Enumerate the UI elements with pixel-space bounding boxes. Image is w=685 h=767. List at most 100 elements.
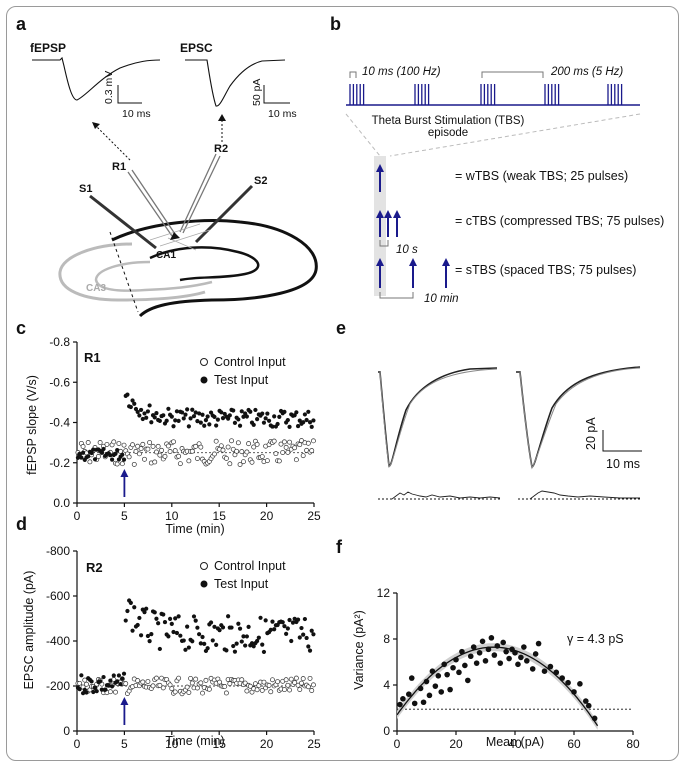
- legend-d-test-marker: [200, 580, 208, 588]
- f-x-tick-label: 80: [626, 737, 640, 751]
- epsc-scalebar: [263, 85, 290, 104]
- d-y-tick-label: -800: [46, 544, 70, 558]
- d-control-point: [247, 683, 253, 689]
- legend-d-test: Test Input: [214, 577, 269, 591]
- d-control-point: [297, 687, 303, 692]
- f-y-tick-label: 8: [383, 632, 390, 646]
- c-y-tick-label: -0.8: [49, 335, 70, 349]
- r1-label: R1: [112, 161, 126, 173]
- c-test-point: [120, 452, 125, 457]
- s1-label: S1: [79, 183, 92, 195]
- fepsp-title: fEPSP: [30, 41, 66, 55]
- c-control-point: [235, 440, 241, 446]
- c-control-point: [177, 461, 183, 467]
- c-control-point: [305, 440, 311, 446]
- c-control-point: [246, 441, 252, 447]
- f-data-point: [547, 663, 554, 670]
- d-x-tick-label: 0: [74, 737, 81, 751]
- c-test-point: [260, 411, 265, 416]
- d-test-point: [246, 624, 251, 629]
- d-control-point: [254, 687, 260, 693]
- c-control-point: [241, 459, 246, 465]
- stim-arrow-head: [376, 258, 384, 266]
- f-x-tick-label: 20: [449, 737, 463, 751]
- d-test-point: [220, 625, 226, 630]
- c-control-point: [285, 449, 291, 455]
- d-test-point: [224, 648, 229, 653]
- f-data-point: [417, 685, 424, 692]
- fepsp-scalebar-y: 0.3 mV: [103, 71, 115, 104]
- residual-right: [529, 490, 640, 500]
- d-test-point: [186, 645, 191, 650]
- tbs-title: Theta Burst Stimulation (TBS): [372, 115, 525, 127]
- d-test-point: [132, 605, 137, 610]
- d-test-point: [157, 646, 162, 652]
- fepsp-scalebar: [117, 85, 142, 104]
- c-test-point: [239, 409, 244, 414]
- f-data-point: [400, 696, 406, 702]
- d-test-point: [152, 610, 157, 615]
- c-control-point: [227, 461, 233, 467]
- burst-interval: 10 ms (100 Hz): [362, 66, 441, 78]
- c-test-point: [138, 407, 144, 413]
- c-test-point: [261, 420, 267, 425]
- f-data-point: [459, 648, 465, 655]
- c-control-point: [234, 448, 240, 454]
- c-control-point: [254, 441, 260, 447]
- f-data-point: [512, 650, 518, 656]
- d-test-point: [79, 673, 84, 678]
- f-data-point: [411, 700, 418, 707]
- ca1-marker: [170, 232, 180, 240]
- d-control-point: [135, 678, 141, 684]
- d-test-point: [92, 685, 98, 690]
- c-test-point: [202, 423, 207, 428]
- c-control-point: [176, 453, 182, 459]
- epsc-trace: [185, 59, 286, 107]
- c-control-point: [130, 442, 136, 448]
- hippocampus-inner: [149, 246, 260, 282]
- d-test-point: [142, 609, 147, 615]
- c-test-point: [275, 421, 280, 427]
- d-test-point: [106, 683, 111, 688]
- f-data-point: [565, 679, 571, 686]
- d-control-point: [145, 679, 151, 684]
- c-control-point: [116, 441, 122, 446]
- d-test-point: [261, 649, 267, 655]
- f-data-point: [432, 683, 439, 689]
- ca3-label: CA3: [86, 283, 106, 294]
- d-test-point: [161, 612, 166, 617]
- f-y-tick-label: 4: [383, 678, 390, 692]
- d-test-point: [195, 625, 200, 630]
- f-data-point: [450, 664, 456, 671]
- c-control-point: [138, 446, 144, 452]
- r1-arrowhead: [92, 122, 100, 129]
- chart-c-xlabel: Time (min): [165, 522, 224, 536]
- d-test-point: [162, 619, 168, 625]
- c-test-point: [188, 416, 193, 421]
- c-control-point: [142, 456, 147, 462]
- f-data-point: [467, 653, 474, 660]
- d-control-point: [283, 677, 289, 683]
- d-control-point: [140, 679, 146, 685]
- d-test-point: [237, 626, 243, 631]
- d-test-point: [285, 626, 290, 631]
- d-test-point: [260, 642, 265, 647]
- d-test-point: [243, 643, 248, 648]
- c-test-point: [197, 411, 202, 416]
- c-x-tick-label: 15: [213, 509, 227, 523]
- d-test-point: [130, 628, 135, 633]
- c-test-point: [101, 446, 106, 452]
- c-control-point: [189, 448, 195, 454]
- d-test-point: [297, 635, 302, 640]
- zoom-line-right: [389, 113, 641, 157]
- protocol-stbs: = sTBS (spaced TBS; 75 pulses): [455, 263, 636, 277]
- chart-c-title: R1: [84, 350, 101, 365]
- d-test-point: [198, 641, 203, 646]
- d-control-point: [285, 682, 291, 688]
- c-control-point: [150, 443, 156, 449]
- f-data-point: [541, 668, 548, 674]
- c-test-point: [241, 414, 246, 419]
- d-test-point: [101, 674, 106, 680]
- f-data-point: [503, 648, 509, 655]
- c-test-point: [244, 414, 249, 419]
